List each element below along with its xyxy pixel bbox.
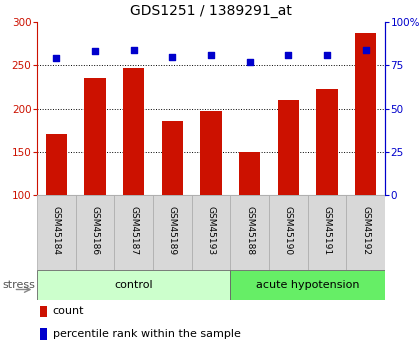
Bar [308, 195, 346, 270]
Text: GSM45186: GSM45186 [90, 206, 100, 256]
Text: GSM45188: GSM45188 [245, 206, 254, 256]
Point [53, 56, 60, 61]
Point [324, 52, 331, 58]
Bar [355, 33, 376, 195]
Text: GSM45192: GSM45192 [361, 207, 370, 256]
Bar [269, 195, 308, 270]
Bar [346, 195, 385, 270]
Point [207, 52, 214, 58]
Text: GSM45190: GSM45190 [284, 206, 293, 256]
Point [169, 54, 176, 59]
Bar [46, 135, 67, 195]
Text: GSM45191: GSM45191 [323, 206, 331, 256]
Bar [316, 89, 338, 195]
Text: GSM45187: GSM45187 [129, 206, 138, 256]
Text: GSM45189: GSM45189 [168, 206, 177, 256]
Point [92, 49, 98, 54]
Bar [40, 328, 47, 339]
Bar [153, 195, 192, 270]
Bar [239, 152, 260, 195]
Text: acute hypotension: acute hypotension [256, 280, 360, 290]
Text: stress: stress [2, 280, 35, 290]
Text: GSM45184: GSM45184 [52, 207, 61, 256]
Bar [230, 195, 269, 270]
Bar [37, 270, 230, 300]
Bar [123, 68, 144, 195]
Bar [230, 270, 385, 300]
Bar [84, 78, 106, 195]
Bar [278, 100, 299, 195]
Text: GSM45193: GSM45193 [207, 206, 215, 256]
Text: percentile rank within the sample: percentile rank within the sample [52, 329, 241, 339]
Bar [192, 195, 230, 270]
Bar [162, 121, 183, 195]
Text: count: count [52, 306, 84, 316]
Bar [114, 195, 153, 270]
Point [246, 59, 253, 65]
Bar [200, 111, 222, 195]
Bar [76, 195, 114, 270]
Title: GDS1251 / 1389291_at: GDS1251 / 1389291_at [130, 4, 292, 18]
Point [130, 47, 137, 52]
Bar [40, 306, 47, 317]
Text: control: control [114, 280, 153, 290]
Point [362, 47, 369, 52]
Bar [37, 195, 76, 270]
Point [285, 52, 292, 58]
